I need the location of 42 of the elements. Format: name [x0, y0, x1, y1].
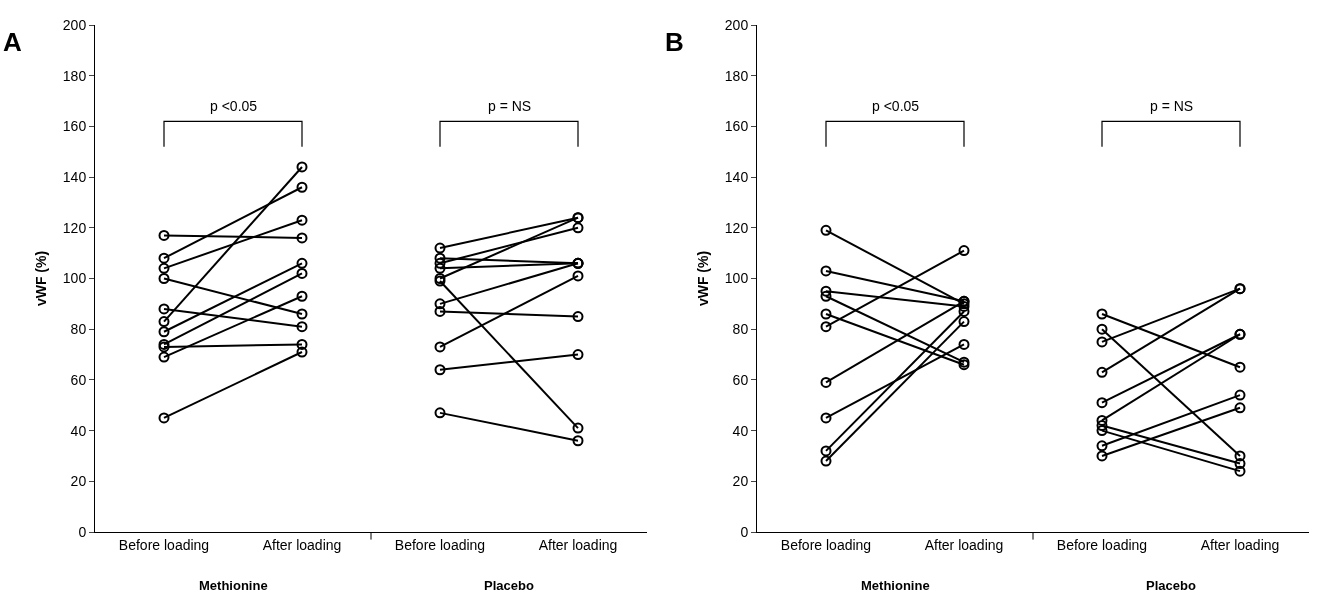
y-tick-label: 100: [62, 270, 87, 287]
y-tick-label: 60: [70, 371, 87, 388]
y-tick-label: 160: [62, 118, 87, 135]
y-tick-label: 80: [732, 321, 749, 338]
y-tick-label: 200: [724, 16, 749, 33]
y-tick-label: 200: [62, 16, 87, 33]
y-tick-label: 180: [724, 67, 749, 84]
y-tick-label: 0: [740, 523, 749, 540]
y-tick-label: 40: [70, 422, 87, 439]
x-tick-label: After loading: [924, 536, 1004, 553]
y-tick-label: 80: [70, 321, 87, 338]
x-tick-label: Before loading: [1056, 536, 1148, 553]
annotation: p <0.05: [210, 98, 258, 114]
x-tick-label: Before loading: [118, 536, 210, 553]
text: Placebo: [484, 578, 534, 592]
text: Placebo: [1146, 578, 1196, 592]
y-tick-label: 120: [62, 219, 87, 236]
annotation: p = NS: [1150, 98, 1194, 114]
y-axis-title: vWF (%): [695, 250, 712, 307]
text: Methionine: [861, 578, 930, 592]
y-tick-label: 140: [62, 169, 87, 185]
x-tick-label: After loading: [1200, 536, 1280, 553]
x-tick-label: After loading: [262, 536, 342, 553]
x-tick-label: Before loading: [780, 536, 872, 553]
y-tick-label: 40: [732, 422, 749, 439]
y-tick-label: 60: [732, 371, 749, 388]
y-tick-label: 0: [78, 523, 87, 540]
y-tick-label: 100: [724, 270, 749, 287]
x-tick-label: Before loading: [394, 536, 486, 553]
x-tick-label: After loading: [538, 536, 618, 553]
chart-title: B: [665, 27, 684, 57]
y-axis-title: vWF (%): [33, 250, 50, 307]
y-tick-label: 20: [732, 473, 749, 490]
y-tick-label: 180: [62, 67, 87, 84]
text: Methionine: [199, 578, 268, 592]
chart-title: A: [3, 27, 22, 57]
annotation: p <0.05: [872, 98, 920, 114]
y-tick-label: 140: [724, 169, 749, 185]
y-tick-label: 20: [70, 473, 87, 490]
y-tick-label: 160: [724, 118, 749, 135]
annotation: p = NS: [488, 98, 532, 114]
y-tick-label: 120: [724, 219, 749, 236]
